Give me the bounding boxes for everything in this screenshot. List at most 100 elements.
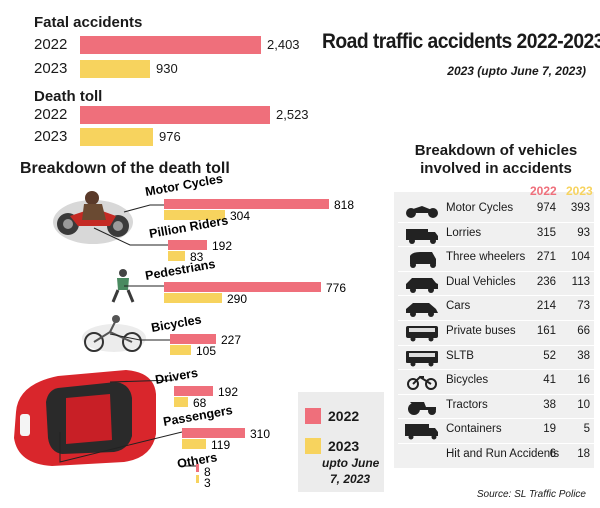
vehicle-name: Motor Cycles [446,202,514,214]
value-label-pedestrians-2022: 776 [326,281,346,295]
value-label-others-2023: 3 [204,476,211,490]
death-year-2022: 2022 [34,106,68,123]
vehicle-name: Tractors [446,398,488,411]
vehicle-value-2023: 113 [571,275,590,288]
sltb-bus-icon [406,350,438,367]
category-label-motor-cycles: Motor Cycles [144,172,224,199]
value-label-motor-cycles-2022: 818 [334,198,354,212]
vehicle-value-2022: 38 [543,398,556,411]
breakdown-title: Breakdown of the death toll [20,160,230,177]
vehicle-name: Cars [446,300,471,313]
vehicle-name: Private buses [446,325,516,337]
vehicles-title-line1: Breakdown of vehicles [414,142,578,159]
vehicle-row-bicycles: Bicycles 41 16 [398,370,594,394]
bar-passengers-2023 [182,439,206,449]
vehicle-value-2023: 5 [583,423,590,436]
fatal-year-2022: 2022 [34,36,68,53]
source-credit: Source: SL Traffic Police [476,489,586,500]
vehicle-row-divider [398,221,594,223]
value-label-passengers-2023: 119 [211,438,230,452]
category-label-bicycles: Bicycles [150,312,202,335]
category-label-others: Others [176,450,218,471]
vehicle-value-2022: 236 [536,275,556,288]
vehicle-value-2023: 66 [577,325,590,337]
bar-others-2023 [196,475,199,483]
vehicle-row-motor-cycles: Motor Cycles 974 393 [398,198,594,222]
car-icon [406,303,438,318]
vehicle-row-hit-and-run-accidents: Hit and Run Accidents 6 18 [398,444,594,468]
legend-note-line1: upto June [322,456,380,470]
bar-others-2022 [196,464,199,472]
value-label-pillion-riders-2023: 83 [190,250,204,264]
leader-line-pillion-riders [93,227,168,246]
leader-line-bicycles [109,333,170,341]
vehicles-year-2023: 2023 [566,184,593,198]
container-truck-icon [405,424,438,440]
bar-motor-cycles-2022 [164,199,329,209]
cyclist-photo [82,315,146,352]
vehicle-row-divider [398,246,594,248]
vehicle-row-three-wheelers: Three wheelers 271 104 [398,247,594,271]
legend-swatch-2023 [305,438,321,454]
vehicle-row-divider [398,393,594,395]
vehicle-row-sltb: SLTB 52 38 [398,346,594,370]
vehicle-row-divider [398,443,594,444]
fatal-bar-2023 [80,60,150,78]
bar-pedestrians-2023 [164,293,222,303]
vehicle-value-2022: 41 [543,374,556,387]
value-label-bicycles-2022: 227 [221,333,241,347]
vehicle-name: Bicycles [446,374,489,387]
vehicle-value-2022: 315 [536,226,556,239]
value-label-pillion-riders-2022: 192 [212,239,232,253]
leader-line-passengers [59,431,183,463]
vehicle-name: Dual Vehicles [446,275,516,288]
bar-pillion-riders-2022 [168,240,207,250]
main-subtitle: 2023 (upto June 7, 2023) [447,64,586,78]
vehicle-value-2022: 214 [536,300,556,313]
bar-pedestrians-2022 [164,282,321,292]
vehicles-title-line2: involved in accidents [420,160,572,177]
vehicle-value-2023: 16 [577,374,590,387]
motorcycle-icon [406,206,438,218]
main-title: Road traffic accidents 2022-2023 [322,30,600,53]
vehicle-value-2022: 974 [536,202,556,214]
vehicle-row-containers: Containers 19 5 [398,419,594,443]
value-label-drivers-2023: 68 [193,396,207,410]
vehicle-row-cars: Cars 214 73 [398,296,594,320]
vehicle-value-2023: 38 [577,349,590,362]
bar-drivers-2022 [174,386,213,396]
value-label-bicycles-2023: 105 [196,344,216,358]
tractor-icon [408,401,436,415]
value-label-pedestrians-2023: 290 [227,292,247,306]
death-toll-title: Death toll [34,88,103,105]
vehicle-row-lorries: Lorries 315 93 [398,223,594,247]
legend-swatch-2022 [305,408,321,424]
legend-label-2023: 2023 [328,438,360,454]
fatal-bar-2022 [80,36,261,54]
vehicle-value-2022: 161 [536,325,556,337]
vehicle-row-divider [398,270,594,272]
fatal-accidents-title: Fatal accidents [34,14,143,31]
three-wheeler-icon [410,252,436,269]
vehicle-row-divider [398,320,594,321]
vehicle-value-2023: 93 [577,226,590,239]
vehicle-row-private-buses: Private buses 161 66 [398,321,594,345]
vehicle-row-divider [398,369,594,371]
death-bar-2023 [80,128,153,146]
fatal-year-2023: 2023 [34,60,68,77]
vehicle-name: Lorries [446,226,482,239]
motorcyclist-photo [53,191,133,244]
death-year-2023: 2023 [34,128,68,145]
death-bar-2022 [80,106,270,124]
vehicles-title: Breakdown of vehicles involved in accide… [396,142,596,178]
bar-drivers-2023 [174,397,188,407]
vehicle-value-2023: 73 [577,300,590,313]
vehicle-value-2022: 19 [543,423,556,436]
vehicle-row-divider [398,344,594,346]
vehicle-row-divider [398,418,594,420]
value-label-drivers-2022: 192 [218,385,238,399]
vehicle-value-2023: 18 [577,448,590,460]
vehicle-row-dual-vehicles: Dual Vehicles 236 113 [398,272,594,296]
bar-bicycles-2022 [170,334,216,344]
